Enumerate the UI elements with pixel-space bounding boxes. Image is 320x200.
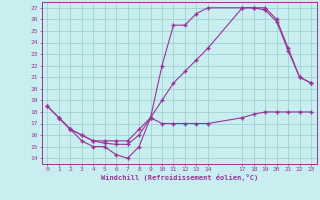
- X-axis label: Windchill (Refroidissement éolien,°C): Windchill (Refroidissement éolien,°C): [100, 174, 258, 181]
